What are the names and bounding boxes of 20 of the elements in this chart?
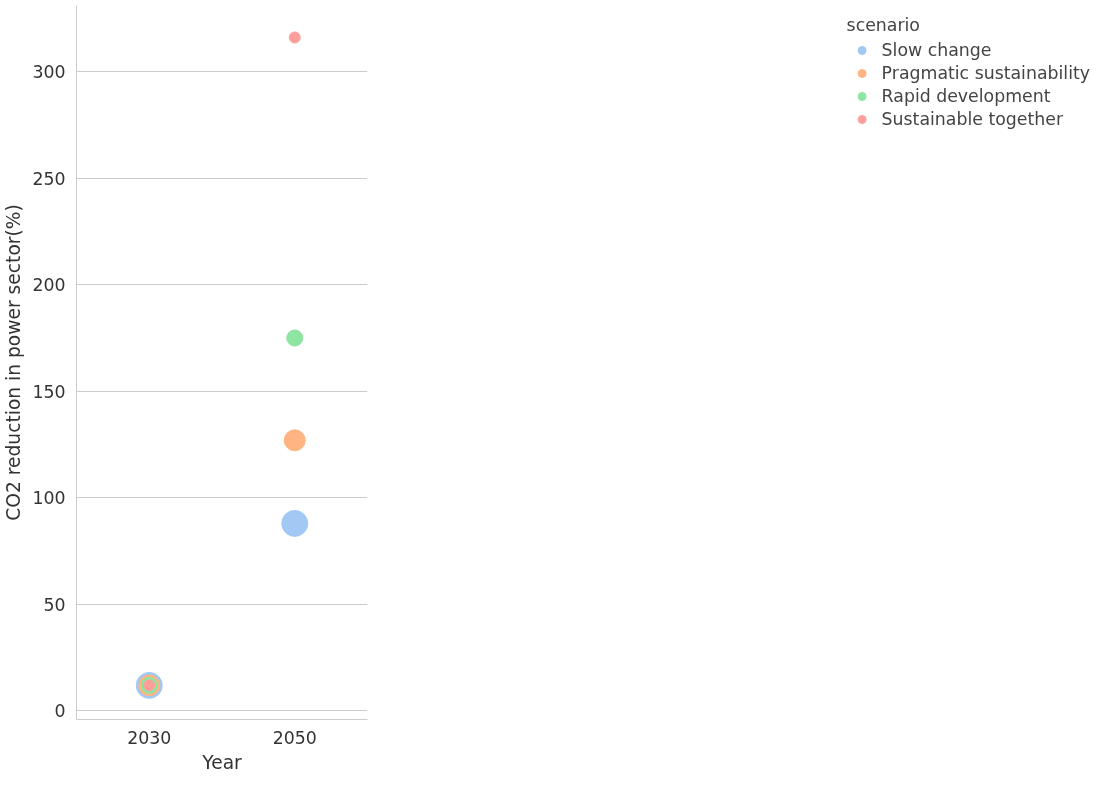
y-tick-label: 50 [43, 594, 66, 615]
x-axis-title: Year [201, 751, 243, 773]
y-axis-title: CO2 reduction in power sector(%) [3, 204, 25, 521]
point [288, 31, 301, 44]
x-tick-label: 2030 [127, 727, 172, 748]
legend-label: Slow change [881, 40, 992, 60]
y-tick-label: 250 [32, 168, 66, 189]
legend-title: scenario [846, 15, 921, 35]
y-tick-label: 200 [32, 275, 66, 296]
point [283, 429, 306, 452]
y-tick-label: 300 [32, 62, 66, 83]
point [281, 509, 309, 537]
legend-label: Rapid development [881, 86, 1051, 106]
y-tick-label: 150 [32, 381, 66, 402]
y-tick-label: 0 [54, 701, 66, 722]
y-tick-label: 100 [32, 488, 66, 509]
legend-label: Pragmatic sustainability [881, 63, 1090, 83]
legend-label: Sustainable together [881, 109, 1064, 129]
x-tick-label: 2050 [272, 727, 317, 748]
point [286, 329, 304, 347]
